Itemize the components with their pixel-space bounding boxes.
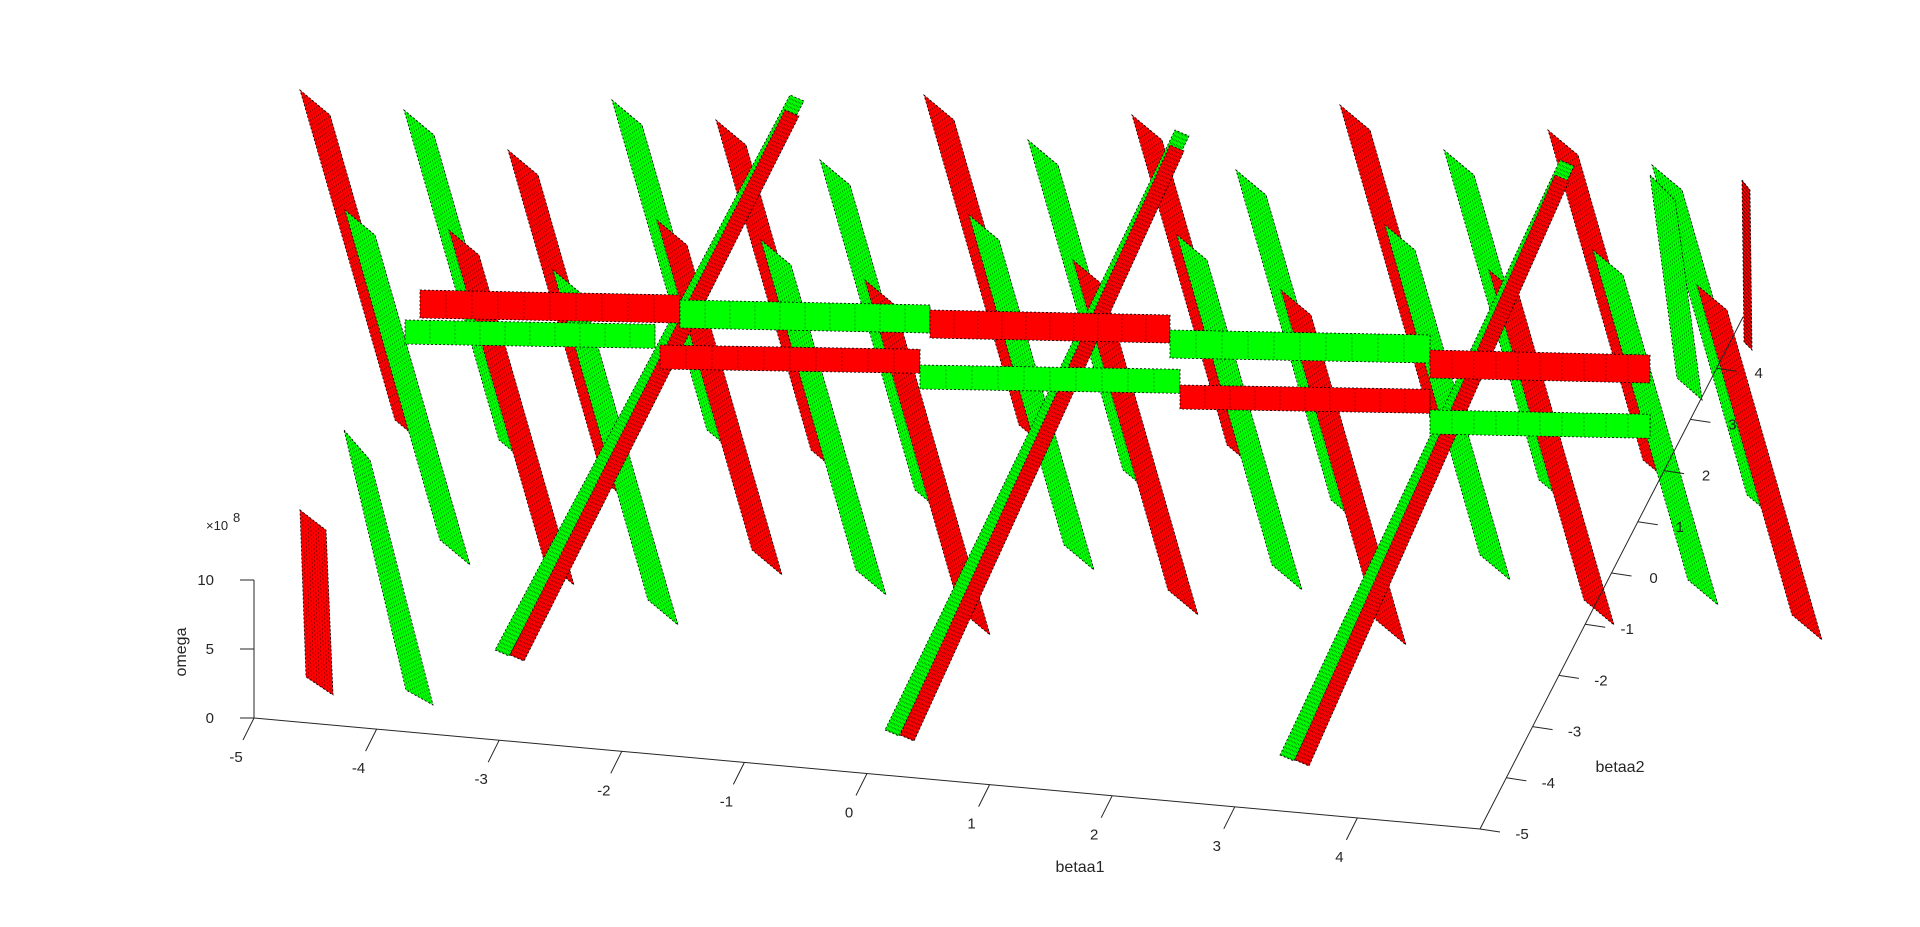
surface-strip <box>919 364 1181 394</box>
x-tick <box>1223 806 1236 830</box>
y-tick <box>1506 777 1527 782</box>
y-tick <box>1479 828 1501 833</box>
surface-plot <box>299 88 1823 767</box>
y-tick-label: 3 <box>1728 416 1736 433</box>
y-tick <box>1532 726 1553 731</box>
surface-strip <box>419 289 681 324</box>
y-tick-label: 2 <box>1702 468 1710 485</box>
x-tick-label: -2 <box>597 782 610 799</box>
surface-sheet <box>344 208 471 567</box>
axes: -5 -4 -3 -2 -1 0 1 2 3 4 -5 -4 -3 -2 -1 0 1 2 3 4 0 5 10 <box>197 316 1763 866</box>
surface-strip <box>929 309 1171 344</box>
y-tick-label: -5 <box>1515 826 1528 843</box>
y-axis-label: betaa2 <box>1596 759 1645 776</box>
surface-sheet <box>1176 233 1303 592</box>
z-tick-label: 0 <box>206 710 214 727</box>
z-axis-exponent: ×10 8 <box>206 510 240 533</box>
y-tick <box>1558 674 1579 679</box>
x-tick-label: 2 <box>1090 827 1098 844</box>
x-tick-label: 4 <box>1335 849 1343 866</box>
y-tick <box>1637 521 1658 526</box>
y-tick-label: -1 <box>1621 621 1634 638</box>
surface-ridge <box>509 109 800 662</box>
z-tick-label: 10 <box>197 572 214 589</box>
y-tick-label: -4 <box>1542 775 1555 792</box>
y-tick-label: -3 <box>1568 724 1581 741</box>
x-tick-label: 0 <box>845 805 853 822</box>
surface-strip <box>1169 329 1431 364</box>
y-tick-label: -2 <box>1594 672 1607 689</box>
y-tick <box>1664 470 1685 475</box>
x-tick-label: -4 <box>352 760 365 777</box>
y-tick <box>1716 367 1737 372</box>
x-axis-label: betaa1 <box>1056 859 1105 876</box>
x-tick-label: 1 <box>967 816 975 833</box>
surface-sheet <box>968 213 1095 572</box>
x-tick-label: -3 <box>475 771 488 788</box>
surface-sheet <box>1649 173 1703 402</box>
y-tick <box>1690 418 1711 423</box>
y-tick-label: 0 <box>1649 570 1657 587</box>
surface-strip <box>404 319 656 349</box>
y-tick-label: 4 <box>1755 365 1763 382</box>
x-tick <box>1345 817 1358 841</box>
x-tick <box>855 773 868 796</box>
x-tick-label: -1 <box>720 793 733 810</box>
surface-strip <box>1179 384 1431 414</box>
svg-text:×10: ×10 <box>206 518 228 533</box>
y-tick <box>1611 572 1632 577</box>
surface-sheet <box>1696 283 1823 642</box>
surface-sheet <box>1741 178 1753 351</box>
x-tick-label: 3 <box>1213 838 1221 855</box>
y-tick-label: 1 <box>1676 519 1684 536</box>
surface-ridge <box>899 144 1185 742</box>
x-tick <box>978 784 991 807</box>
surface-strip <box>659 344 921 374</box>
surface-strip <box>1429 349 1651 384</box>
z-axis-label: omega <box>173 627 190 676</box>
surface-sheet <box>1592 248 1719 607</box>
z-exponent-value: 8 <box>233 510 240 525</box>
x-tick <box>732 762 745 785</box>
x-tick <box>242 717 255 741</box>
x-tick <box>487 739 500 763</box>
surface-ridge <box>1294 174 1570 767</box>
x-tick <box>610 751 623 774</box>
x-tick-label: -5 <box>229 749 242 766</box>
x-tick <box>1100 795 1113 818</box>
surface-sheet <box>299 509 334 696</box>
surface-strip <box>679 299 931 334</box>
surface-strip <box>1429 409 1651 439</box>
x-tick <box>365 728 378 752</box>
z-tick-label: 5 <box>206 641 214 658</box>
surface-sheet <box>343 429 434 706</box>
y-tick <box>1585 623 1606 628</box>
